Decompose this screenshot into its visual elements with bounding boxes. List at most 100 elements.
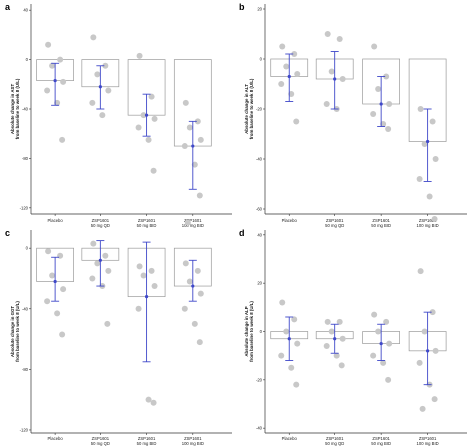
data-point: [102, 62, 109, 69]
mean-point: [191, 144, 195, 148]
y-tick-label: -80: [22, 156, 29, 161]
data-point: [148, 93, 155, 100]
y-tick-label: 0: [260, 57, 263, 62]
x-category-label: ZSP1601: [92, 218, 110, 223]
y-tick-label: -60: [256, 207, 263, 212]
data-point: [291, 316, 298, 323]
data-point: [59, 331, 66, 338]
y-tick-label: 40: [23, 8, 28, 13]
y-tick-label: -40: [256, 426, 263, 431]
data-point: [181, 143, 188, 150]
x-category-label: ZSP1601: [184, 218, 202, 223]
data-point: [432, 156, 439, 162]
x-category-label: 100 mg BID: [417, 223, 439, 228]
x-category-label: 50 mg BID: [371, 223, 391, 228]
data-point: [135, 305, 142, 312]
data-point: [419, 405, 426, 412]
data-point: [336, 318, 343, 325]
panel-a: a -120 -80 -40 0 40 Absolute change in AST from…: [5, 2, 232, 228]
x-category-label: ZSP1601: [419, 436, 437, 441]
x-category-label: ZSP1601: [372, 436, 390, 441]
data-point: [283, 63, 290, 70]
data-point: [293, 381, 300, 388]
y-axis-title: from baseline to week 8 (U/L): [15, 301, 20, 362]
mean-point: [426, 139, 430, 144]
mean-point: [53, 279, 57, 284]
mean-point: [379, 102, 383, 106]
mean-point: [191, 284, 195, 288]
data-point: [278, 81, 285, 87]
data-point: [140, 112, 147, 119]
data-point: [150, 399, 157, 406]
data-point: [60, 286, 67, 293]
data-point: [336, 36, 343, 42]
data-point: [105, 267, 112, 274]
data-point: [196, 192, 203, 199]
data-point: [328, 68, 335, 75]
mean-point: [53, 78, 57, 83]
data-point: [54, 99, 61, 106]
data-point: [417, 106, 424, 112]
data-point: [279, 43, 286, 50]
data-point: [278, 352, 285, 359]
data-point: [375, 328, 382, 335]
y-tick-label: 40: [257, 232, 262, 237]
data-point: [90, 34, 97, 41]
mean-point: [144, 295, 149, 299]
panel-letter: b: [239, 2, 245, 12]
data-point: [49, 272, 56, 279]
x-category-label: 50 mg QD: [325, 441, 344, 446]
data-point: [283, 328, 290, 335]
data-point: [324, 31, 331, 37]
x-category-label: Placebo: [48, 218, 64, 223]
x-category-label: 50 mg QD: [91, 441, 110, 446]
data-point: [184, 219, 191, 226]
y-axis-title: Absolute change in GGT: [10, 306, 15, 358]
data-point: [429, 309, 436, 316]
mean-point: [144, 113, 149, 117]
x-category-label: Placebo: [48, 436, 64, 441]
mean-point: [98, 85, 102, 89]
mean-point: [98, 258, 102, 262]
data-point: [370, 352, 377, 359]
data-point: [416, 359, 423, 366]
y-axis-title: Absolute change in AST: [10, 84, 15, 135]
data-point: [385, 376, 392, 383]
data-point: [94, 71, 101, 78]
data-point: [60, 78, 67, 85]
data-point: [370, 111, 377, 117]
data-point: [333, 352, 340, 359]
y-tick-label: -40: [256, 157, 263, 162]
data-point: [338, 362, 345, 369]
data-point: [294, 71, 301, 77]
mean-point: [287, 74, 291, 79]
data-point: [429, 118, 436, 125]
y-axis-title: from baseline to week 8 (U/L): [15, 78, 20, 139]
y-tick-label: -20: [256, 107, 263, 112]
x-category-label: ZSP1601: [326, 436, 344, 441]
x-category-label: ZSP1601: [138, 218, 156, 223]
mean-point: [287, 337, 291, 341]
x-category-label: ZSP1601: [92, 436, 110, 441]
data-point: [135, 124, 142, 131]
data-point: [385, 126, 392, 132]
data-point: [44, 298, 51, 305]
data-point: [49, 62, 56, 69]
mean-point: [333, 77, 337, 81]
data-point: [417, 268, 424, 275]
data-point: [151, 115, 158, 122]
x-category-label: ZSP1601: [419, 218, 437, 223]
y-tick-label: -120: [20, 205, 29, 210]
y-axis-title: from baseline to week 8 (U/L): [249, 301, 254, 362]
data-point: [431, 396, 438, 403]
data-point: [89, 99, 96, 106]
data-point: [89, 275, 96, 282]
data-point: [294, 340, 301, 347]
data-point: [293, 118, 300, 125]
x-category-label: Placebo: [282, 436, 298, 441]
data-point: [291, 51, 298, 57]
x-category-label: ZSP1601: [138, 436, 156, 441]
x-category-label: ZSP1601: [184, 436, 202, 441]
y-tick-label: -120: [20, 427, 29, 432]
y-axis-title: Absolute change in ALP: [244, 306, 249, 356]
